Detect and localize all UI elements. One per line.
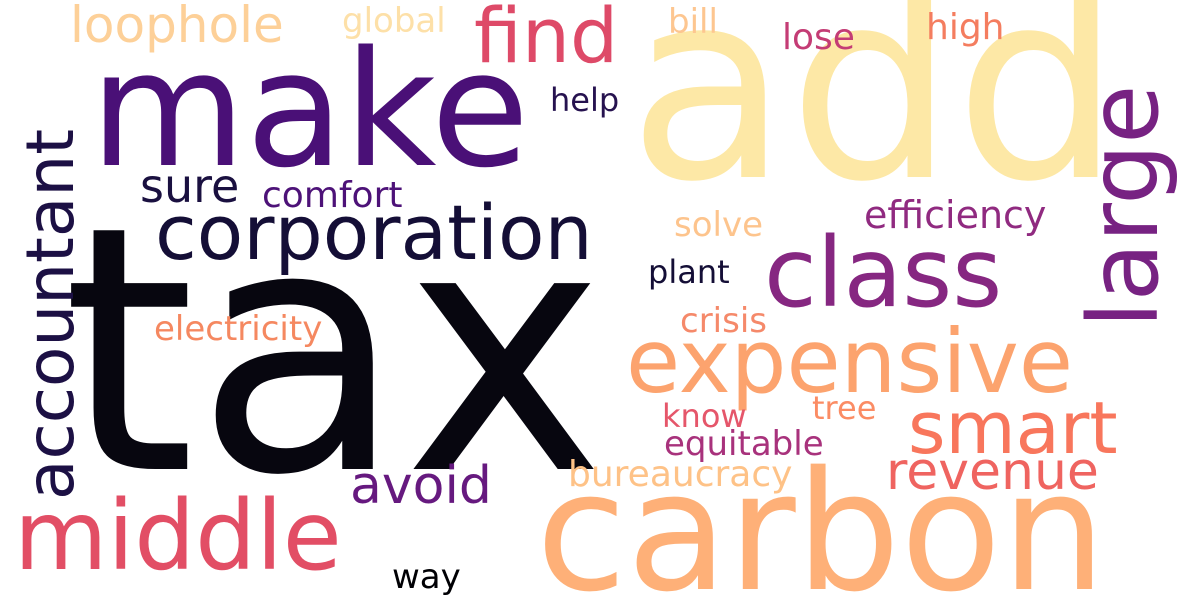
word-electricity: electricity: [154, 309, 323, 349]
word-loophole: loophole: [70, 0, 284, 54]
word-tree: tree: [812, 389, 877, 427]
word-avoid: avoid: [350, 456, 492, 516]
word-revenue: revenue: [886, 442, 1099, 502]
word-carbon: carbon: [536, 436, 1106, 600]
word-sure: sure: [140, 159, 240, 213]
word-make: make: [90, 16, 530, 203]
word-bureaucracy: bureaucracy: [568, 454, 793, 495]
word-expensive: expensive: [626, 310, 1073, 413]
word-comfort: comfort: [262, 175, 403, 216]
word-tax: tax: [62, 154, 605, 550]
word-lose: lose: [782, 17, 855, 58]
word-corporation: corporation: [155, 188, 593, 277]
word-find: find: [474, 0, 619, 80]
word-crisis: crisis: [680, 301, 767, 341]
word-plant: plant: [648, 253, 730, 291]
word-class: class: [764, 217, 1003, 329]
word-middle: middle: [14, 480, 342, 592]
word-large: large: [1068, 84, 1180, 328]
word-help: help: [550, 81, 620, 119]
word-smart: smart: [908, 386, 1118, 470]
word-solve: solve: [674, 205, 764, 245]
word-high: high: [926, 7, 1005, 48]
word-efficiency: efficiency: [864, 193, 1047, 237]
word-way: way: [392, 557, 461, 597]
word-global: global: [342, 1, 446, 41]
word-equitable: equitable: [664, 424, 824, 464]
word-accountant: accountant: [12, 128, 89, 500]
word-bill: bill: [668, 2, 718, 42]
word-add: add: [628, 0, 1122, 239]
word-know: know: [662, 397, 747, 435]
